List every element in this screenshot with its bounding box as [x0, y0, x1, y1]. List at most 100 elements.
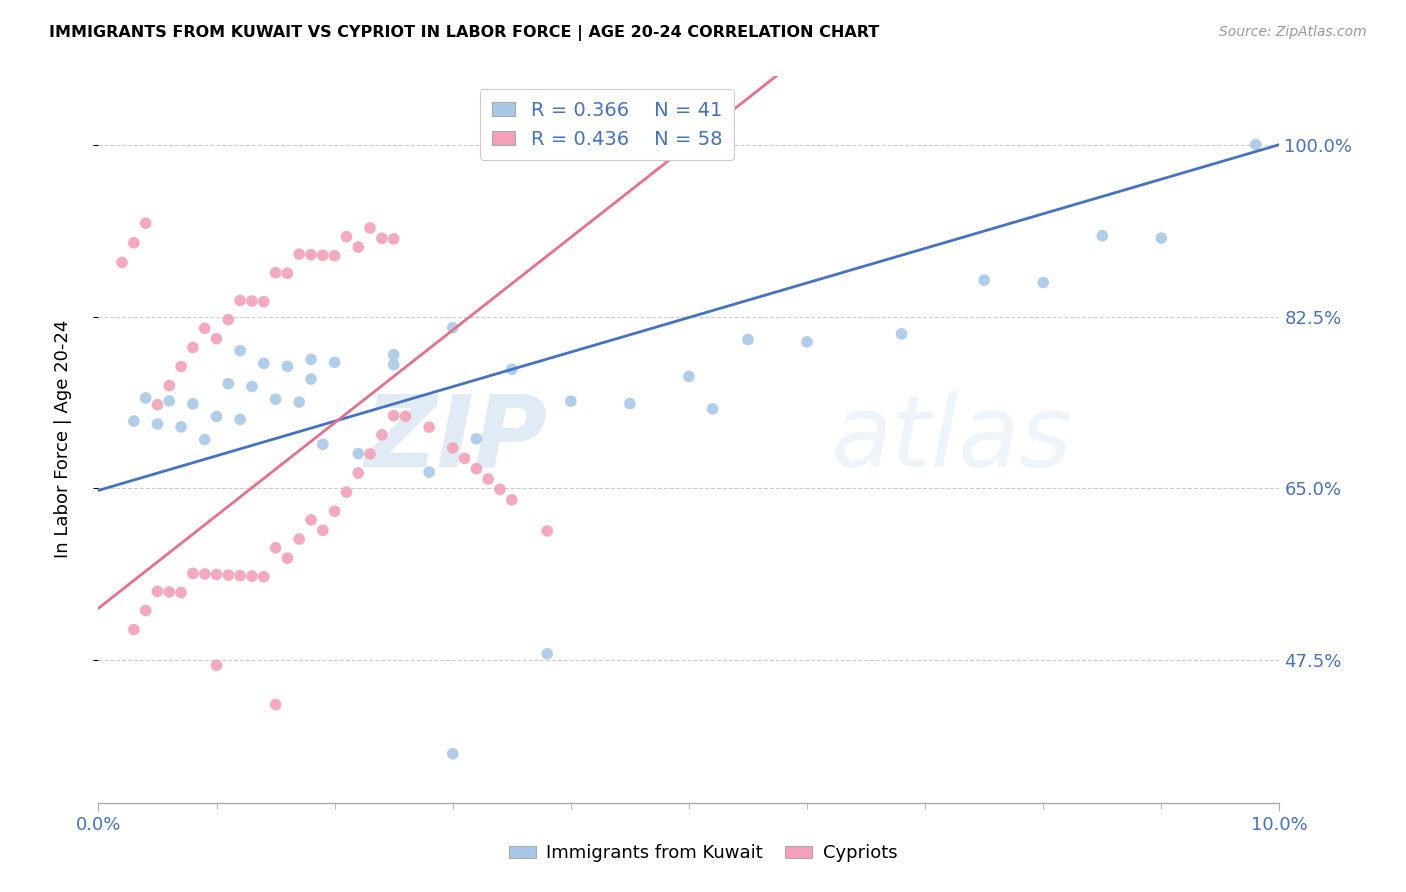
- Point: [122, 235, 145, 250]
- Point: [135, 603, 157, 617]
- Text: atlas: atlas: [831, 391, 1073, 488]
- Point: [157, 378, 180, 392]
- Point: [335, 485, 357, 500]
- Point: [441, 441, 464, 455]
- Text: ZIP: ZIP: [364, 391, 547, 488]
- Point: [489, 483, 512, 497]
- Point: [170, 420, 193, 434]
- Point: [299, 352, 322, 367]
- Point: [477, 472, 499, 486]
- Point: [973, 273, 995, 287]
- Point: [335, 229, 357, 244]
- Point: [890, 326, 912, 341]
- Point: [312, 437, 335, 451]
- Point: [122, 414, 145, 428]
- Point: [146, 417, 169, 431]
- Point: [240, 569, 263, 583]
- Point: [217, 376, 239, 391]
- Point: [288, 247, 311, 261]
- Point: [264, 392, 287, 407]
- Point: [276, 266, 298, 280]
- Point: [312, 524, 335, 538]
- Point: [312, 248, 335, 262]
- Point: [465, 432, 488, 446]
- Point: [1244, 137, 1267, 152]
- Point: [323, 355, 346, 369]
- Point: [678, 369, 700, 384]
- Point: [264, 266, 287, 280]
- Point: [382, 232, 405, 246]
- Point: [737, 333, 759, 347]
- Point: [205, 658, 228, 673]
- Point: [194, 566, 217, 581]
- Point: [359, 221, 381, 235]
- Legend: R = 0.366    N = 41, R = 0.436    N = 58: R = 0.366 N = 41, R = 0.436 N = 58: [481, 89, 734, 161]
- Point: [205, 332, 228, 346]
- Point: [536, 647, 558, 661]
- Point: [229, 412, 252, 426]
- Point: [702, 401, 724, 416]
- Point: [229, 568, 252, 582]
- Point: [299, 248, 322, 262]
- Point: [111, 255, 134, 269]
- Point: [1150, 231, 1173, 245]
- Point: [146, 584, 169, 599]
- Point: [264, 698, 287, 712]
- Point: [170, 585, 193, 599]
- Point: [194, 433, 217, 447]
- Point: [323, 249, 346, 263]
- Point: [205, 567, 228, 582]
- Point: [501, 362, 523, 376]
- Point: [170, 359, 193, 374]
- Point: [229, 343, 252, 358]
- Point: [371, 231, 394, 245]
- Point: [465, 461, 488, 475]
- Point: [288, 395, 311, 409]
- Point: [157, 393, 180, 408]
- Point: [347, 240, 370, 254]
- Point: [299, 372, 322, 386]
- Point: [371, 427, 394, 442]
- Point: [240, 379, 263, 393]
- Point: [276, 551, 298, 566]
- Point: [240, 294, 263, 309]
- Point: [347, 466, 370, 480]
- Point: [299, 513, 322, 527]
- Point: [135, 216, 157, 230]
- Point: [1091, 228, 1114, 243]
- Point: [536, 524, 558, 538]
- Point: [288, 532, 311, 546]
- Point: [122, 623, 145, 637]
- Point: [253, 356, 276, 370]
- Point: [560, 394, 582, 409]
- Point: [323, 504, 346, 518]
- Point: [418, 465, 440, 479]
- Point: [347, 447, 370, 461]
- Point: [441, 320, 464, 334]
- Point: [157, 585, 180, 599]
- Text: Source: ZipAtlas.com: Source: ZipAtlas.com: [1219, 25, 1367, 39]
- Point: [441, 747, 464, 761]
- Point: [181, 397, 204, 411]
- Point: [253, 570, 276, 584]
- Point: [1032, 276, 1054, 290]
- Point: [382, 409, 405, 423]
- Text: IMMIGRANTS FROM KUWAIT VS CYPRIOT IN LABOR FORCE | AGE 20-24 CORRELATION CHART: IMMIGRANTS FROM KUWAIT VS CYPRIOT IN LAB…: [49, 25, 880, 41]
- Point: [181, 341, 204, 355]
- Point: [418, 420, 440, 434]
- Point: [276, 359, 298, 374]
- Point: [135, 391, 157, 405]
- Point: [229, 293, 252, 308]
- Point: [501, 492, 523, 507]
- Point: [382, 348, 405, 362]
- Point: [205, 409, 228, 424]
- Point: [217, 312, 239, 326]
- Y-axis label: In Labor Force | Age 20-24: In Labor Force | Age 20-24: [53, 320, 72, 558]
- Point: [394, 409, 416, 424]
- Point: [217, 568, 239, 582]
- Point: [264, 541, 287, 555]
- Point: [796, 334, 818, 349]
- Point: [453, 451, 475, 466]
- Point: [619, 396, 641, 410]
- Point: [181, 566, 204, 581]
